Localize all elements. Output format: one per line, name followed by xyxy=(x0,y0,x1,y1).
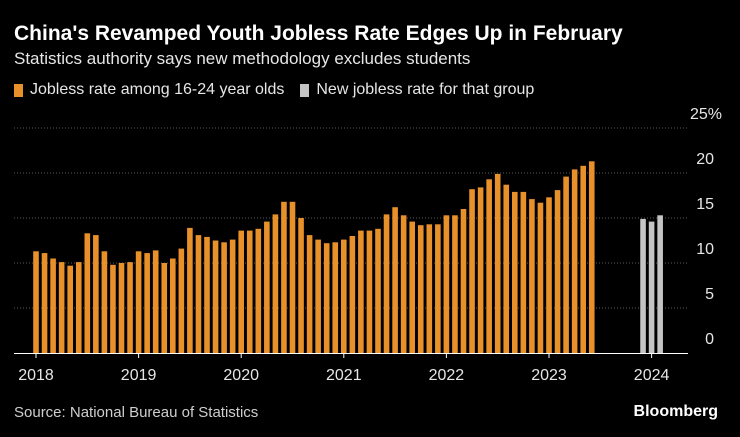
old-bar xyxy=(281,201,287,353)
old-bar xyxy=(512,191,518,353)
old-bar xyxy=(417,225,424,353)
new-bar xyxy=(640,218,646,353)
old-bar xyxy=(187,227,193,353)
new-bar xyxy=(657,215,663,353)
old-bar xyxy=(580,165,586,353)
old-bar xyxy=(323,243,330,353)
old-bar xyxy=(366,230,373,353)
old-bar xyxy=(486,179,492,353)
old-bar xyxy=(520,191,527,353)
old-bar xyxy=(178,248,185,353)
legend-swatch-new xyxy=(300,83,310,97)
old-bar xyxy=(84,233,91,353)
old-bar xyxy=(264,221,270,353)
legend: Jobless rate among 16-24 year olds New j… xyxy=(14,80,550,100)
old-bar xyxy=(246,230,253,353)
old-bar xyxy=(537,202,544,353)
old-bar xyxy=(135,251,142,353)
y-tick-label: 20 xyxy=(696,151,714,168)
y-tick-label: 25% xyxy=(690,106,722,123)
old-bar xyxy=(75,262,82,353)
old-bar xyxy=(229,239,236,353)
old-bar xyxy=(144,253,150,353)
old-bar xyxy=(67,265,73,353)
old-bar xyxy=(118,263,125,353)
old-bar xyxy=(298,218,304,353)
old-bar xyxy=(452,215,458,353)
old-bar xyxy=(358,230,364,353)
x-tick-label: 2022 xyxy=(429,367,465,384)
chart-subtitle: Statistics authority says new methodolog… xyxy=(14,49,471,68)
old-bar xyxy=(392,207,398,353)
old-bar xyxy=(460,209,467,353)
old-bar xyxy=(58,262,65,353)
x-tick-label: 2018 xyxy=(18,367,54,384)
old-bar xyxy=(127,262,133,353)
y-tick-label: 15 xyxy=(696,196,714,213)
old-bar xyxy=(571,169,578,353)
old-bar xyxy=(383,214,390,353)
y-tick-label: 5 xyxy=(705,286,714,303)
old-bar xyxy=(435,224,441,353)
old-bar xyxy=(563,176,569,353)
old-bar xyxy=(289,201,296,353)
old-bar xyxy=(152,250,159,353)
old-bar xyxy=(238,230,244,353)
old-bar xyxy=(546,197,552,353)
old-bar xyxy=(195,235,202,353)
old-bar xyxy=(477,187,484,353)
legend-item-old: Jobless rate among 16-24 year olds xyxy=(14,81,284,99)
old-bar xyxy=(554,190,561,353)
old-bar xyxy=(212,240,219,353)
x-tick-label: 2023 xyxy=(531,367,567,384)
old-bar xyxy=(93,235,99,353)
bloomberg-logo: Bloomberg xyxy=(633,403,718,420)
old-bar xyxy=(315,239,321,353)
old-bar xyxy=(494,173,501,353)
old-bar xyxy=(341,239,347,353)
old-bar xyxy=(469,189,475,353)
old-bar xyxy=(41,253,48,353)
legend-label-old: Jobless rate among 16-24 year olds xyxy=(30,81,285,98)
y-tick-label: 0 xyxy=(705,331,714,348)
x-tick-label: 2020 xyxy=(223,367,259,384)
old-bar xyxy=(221,242,227,353)
old-bar xyxy=(170,258,176,353)
old-bar xyxy=(375,228,381,353)
old-bar xyxy=(161,263,168,353)
old-bar xyxy=(255,228,262,353)
chart-title: China's Revamped Youth Jobless Rate Edge… xyxy=(14,22,623,45)
old-bar xyxy=(33,251,39,353)
new-bar xyxy=(648,221,655,353)
old-bar xyxy=(204,236,210,353)
legend-swatch-old xyxy=(14,83,23,97)
x-tick-label: 2024 xyxy=(634,367,670,384)
old-bar xyxy=(588,161,595,353)
old-bar xyxy=(306,235,313,353)
x-tick-label: 2021 xyxy=(326,367,362,384)
y-tick-label: 10 xyxy=(696,241,714,258)
old-bar xyxy=(349,236,356,353)
old-bar xyxy=(50,258,56,353)
old-bar xyxy=(529,199,535,353)
old-bar xyxy=(400,215,407,353)
legend-label-new: New jobless rate for that group xyxy=(316,81,535,98)
old-bar xyxy=(332,242,339,353)
legend-item-new: New jobless rate for that group xyxy=(300,81,534,99)
old-bar xyxy=(409,221,415,353)
x-tick-label: 2019 xyxy=(121,367,157,384)
old-bar xyxy=(443,215,450,353)
old-bar xyxy=(426,224,433,353)
source-note: Source: National Bureau of Statistics xyxy=(14,404,259,421)
old-bar xyxy=(272,214,279,353)
old-bar xyxy=(110,264,116,353)
old-bar xyxy=(503,184,510,353)
old-bar xyxy=(101,251,108,353)
